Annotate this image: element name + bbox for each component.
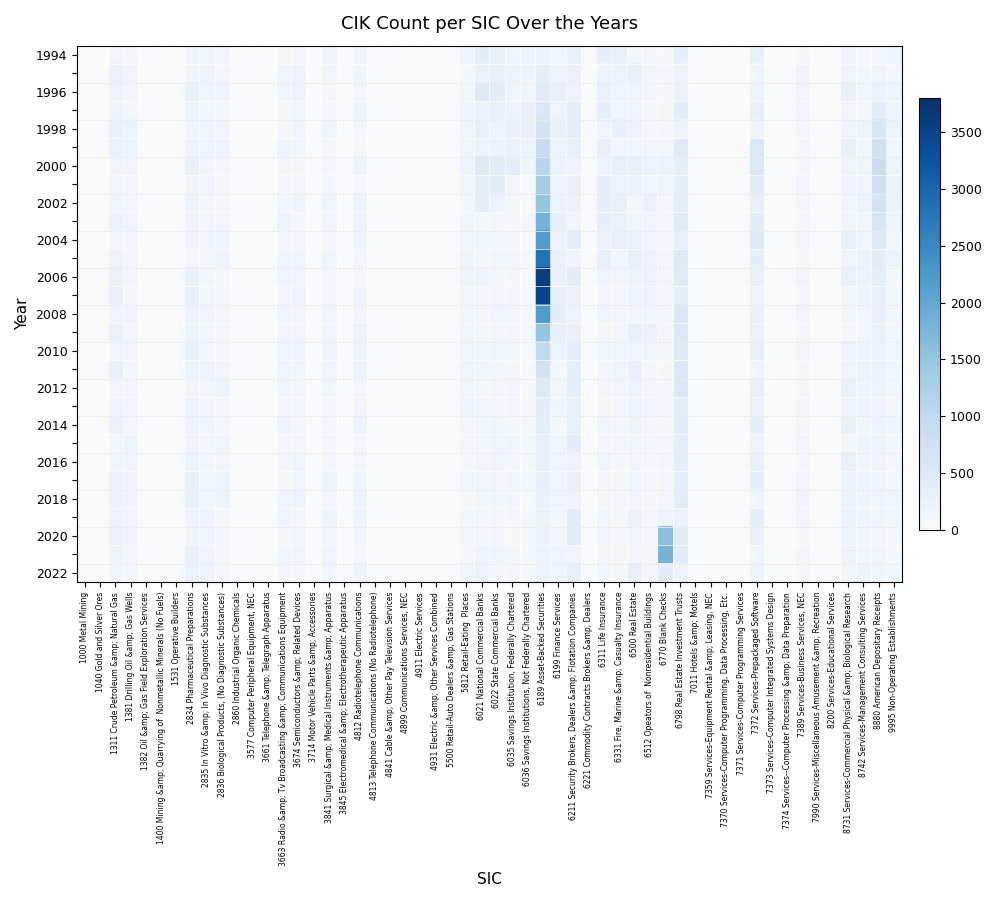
X-axis label: SIC: SIC — [477, 872, 501, 887]
Y-axis label: Year: Year — [15, 298, 30, 330]
Title: CIK Count per SIC Over the Years: CIK Count per SIC Over the Years — [341, 15, 638, 33]
